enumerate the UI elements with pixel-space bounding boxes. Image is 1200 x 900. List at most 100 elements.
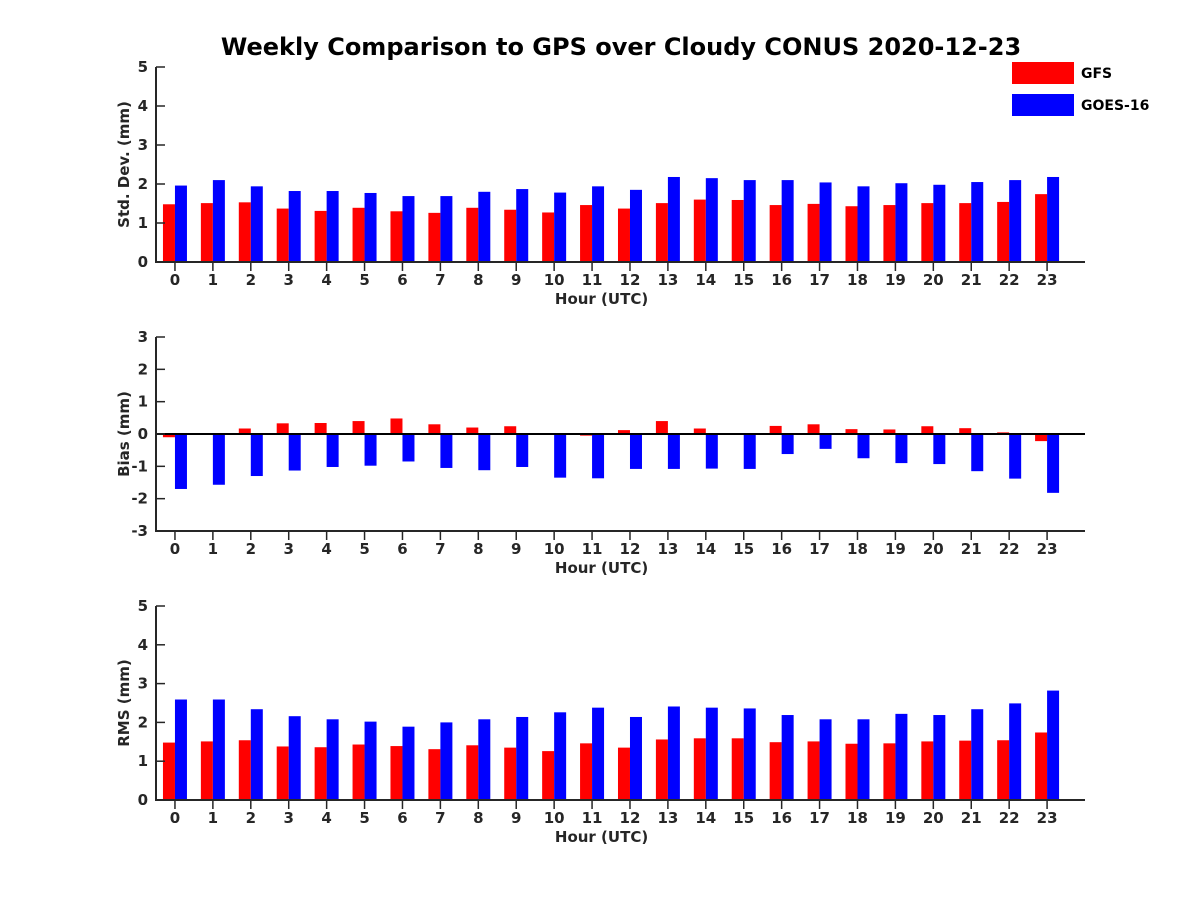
bar (288, 434, 301, 471)
x-tick-label: 11 (582, 271, 603, 289)
x-tick-label: 11 (582, 540, 603, 558)
bar (314, 747, 327, 800)
bar (819, 434, 832, 449)
legend: GFS GOES-16 (1012, 62, 1149, 116)
bar (364, 192, 377, 262)
x-tick-label: 21 (961, 271, 982, 289)
bar (921, 203, 934, 262)
bar (743, 434, 756, 469)
bar (352, 207, 365, 262)
x-tick-label: 18 (847, 540, 868, 558)
bar (428, 749, 441, 800)
bar (580, 205, 593, 262)
bar (200, 741, 213, 800)
bar (629, 434, 642, 469)
bar (857, 434, 870, 459)
x-tick-label: 23 (1037, 809, 1058, 827)
x-tick-label: 9 (511, 809, 521, 827)
bar (693, 428, 706, 434)
x-tick-label: 14 (695, 809, 716, 827)
x-tick-label: 12 (620, 809, 641, 827)
x-tick-label: 7 (435, 271, 445, 289)
bar (250, 709, 263, 800)
y-axis-label: Std. Dev. (mm) (115, 101, 133, 228)
bar (212, 434, 225, 485)
bar (705, 707, 718, 800)
bar (314, 210, 327, 262)
x-tick-label: 20 (923, 271, 944, 289)
bar (592, 707, 605, 800)
bar (1009, 180, 1022, 262)
bar (883, 429, 896, 434)
x-tick-label: 4 (321, 271, 331, 289)
y-tick-label: 4 (138, 97, 148, 115)
bar (857, 186, 870, 262)
y-tick-label: 5 (138, 58, 148, 76)
bar (705, 178, 718, 262)
x-tick-label: 17 (809, 809, 830, 827)
legend-item-goes-16: GOES-16 (1012, 94, 1149, 116)
bar (895, 183, 908, 262)
bar (921, 741, 934, 800)
bar (769, 742, 782, 800)
bar (1035, 434, 1048, 442)
bar (781, 715, 794, 800)
bar (895, 713, 908, 800)
bar (629, 716, 642, 800)
bar (326, 191, 339, 262)
x-tick-label: 9 (511, 540, 521, 558)
bar (845, 429, 858, 434)
y-tick-label: 1 (138, 214, 148, 232)
bar (933, 715, 946, 800)
bar (516, 716, 529, 800)
bar (769, 205, 782, 262)
bar (250, 434, 263, 477)
bar (857, 719, 870, 800)
bar (731, 199, 744, 262)
legend-label: GOES-16 (1081, 98, 1149, 114)
x-tick-label: 15 (733, 271, 754, 289)
bar (921, 426, 934, 434)
x-tick-label: 2 (246, 809, 256, 827)
x-tick-label: 20 (923, 809, 944, 827)
x-tick-label: 2 (246, 540, 256, 558)
bar (959, 740, 972, 800)
y-tick-label: 2 (138, 713, 148, 731)
bar (667, 434, 680, 469)
series-gfs (162, 194, 1048, 262)
x-tick-label: 6 (397, 809, 407, 827)
series-gfs (162, 418, 1048, 442)
y-tick-label: 0 (138, 253, 148, 271)
bar (769, 425, 782, 434)
series-goes-16 (174, 176, 1060, 262)
bar (504, 747, 517, 800)
x-tick-label: 3 (283, 540, 293, 558)
bar (478, 434, 491, 471)
x-tick-label: 1 (208, 809, 218, 827)
x-tick-label: 15 (733, 809, 754, 827)
x-tick-label: 10 (544, 540, 565, 558)
y-tick-label: 4 (138, 636, 148, 654)
bar (959, 203, 972, 262)
x-tick-label: 17 (809, 271, 830, 289)
series-goes-16 (174, 690, 1060, 800)
x-tick-label: 0 (170, 809, 180, 827)
x-tick-label: 18 (847, 809, 868, 827)
bar (504, 426, 517, 434)
bar (440, 196, 453, 262)
bar (1035, 194, 1048, 262)
bar (238, 740, 251, 800)
x-tick-label: 18 (847, 271, 868, 289)
bar (1009, 703, 1022, 800)
bar (276, 423, 289, 434)
bar (1035, 732, 1048, 800)
y-tick-label: -1 (131, 457, 148, 475)
bar (617, 430, 630, 434)
bar (933, 184, 946, 262)
bar (200, 203, 213, 262)
bar (629, 189, 642, 262)
legend-item-gfs: GFS (1012, 62, 1112, 84)
